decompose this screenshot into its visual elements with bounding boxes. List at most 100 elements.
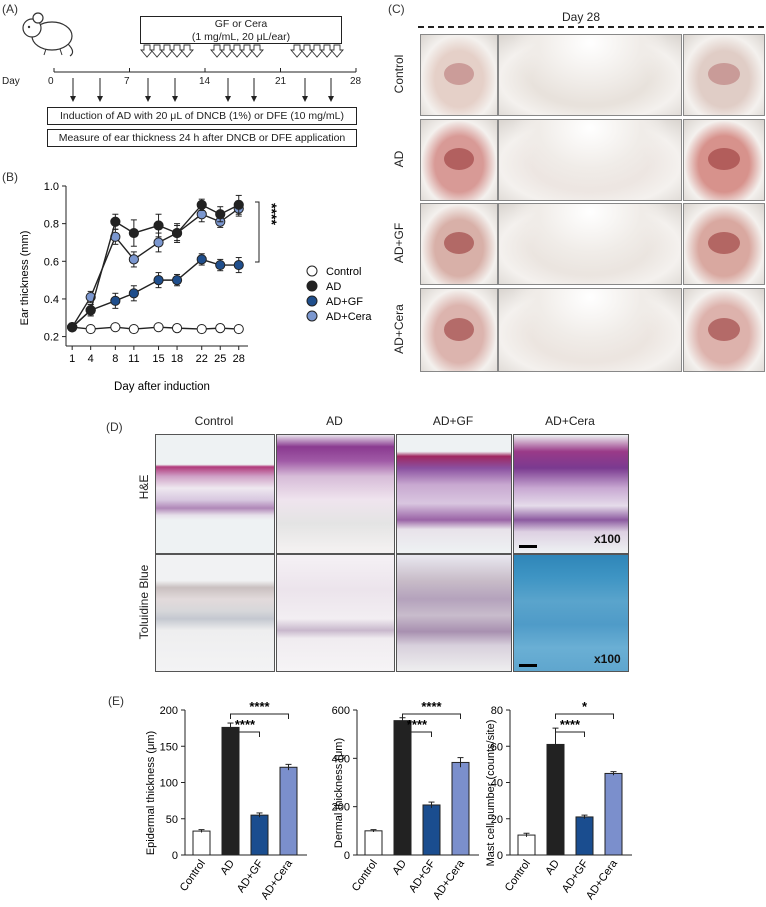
panel-label-c: (C) <box>388 2 405 16</box>
series-line-ad-gf <box>71 258 239 328</box>
data-point-ad-cera <box>196 209 207 220</box>
bar2-bracket-label-0: **** <box>407 717 428 732</box>
induction-arrowhead-4 <box>225 96 231 102</box>
histo-col-ad-gf: AD+GF <box>432 414 474 428</box>
line-chart-xtick-label-3: 11 <box>128 353 139 365</box>
photo-title-divider <box>418 26 764 28</box>
bar2-bracket-label-1: **** <box>421 699 442 714</box>
panel-label-e: (E) <box>108 694 124 708</box>
treatment-arrow-11 <box>300 44 314 58</box>
bar2-ad-cera <box>451 761 470 856</box>
bar1-bracket-label-0: **** <box>235 717 256 732</box>
data-point-control <box>128 323 139 335</box>
bar2-ad <box>393 720 412 856</box>
timeline-day-0: 0 <box>48 76 54 87</box>
data-point-ad-gf <box>153 275 164 286</box>
data-point-ad <box>171 227 183 239</box>
mouse-icon <box>22 12 74 57</box>
data-point-control <box>215 323 226 334</box>
treatment-box: GF or Cera (1 mg/mL, 20 μL/ear) <box>140 16 342 44</box>
bar1-bracket-label-1: **** <box>249 699 270 714</box>
treatment-arrow-4 <box>180 44 194 58</box>
induction-arrowhead-5 <box>251 96 257 102</box>
data-point-ad <box>153 220 164 231</box>
treatment-arrow-2 <box>160 44 174 58</box>
line-chart-xtick-label-0: 1 <box>69 353 75 365</box>
data-point-ad <box>110 216 121 227</box>
line-chart-xtick-label-7: 25 <box>214 353 226 365</box>
toluidine-image-3 <box>513 554 629 672</box>
ear-canal-shape <box>708 232 740 255</box>
data-point-ad-gf <box>233 259 244 271</box>
he-image-3 <box>513 434 629 554</box>
bar3-bracket-label-1: * <box>582 699 588 714</box>
toluidine-image-0 <box>155 554 275 672</box>
legend-label-control: Control <box>326 266 361 278</box>
induction-arrowhead-2 <box>145 96 151 102</box>
line-chart-significance: **** <box>264 203 280 225</box>
line-chart-xtick-label-8: 28 <box>233 353 245 365</box>
data-point-ad <box>128 227 139 239</box>
timeline-day-14: 14 <box>199 76 211 87</box>
legend-label-ad-cera: AD+Cera <box>326 311 372 323</box>
timeline-day-label: Day <box>2 76 20 87</box>
bar2-ytick-label-2: 400 <box>332 753 350 765</box>
line-chart-ytick-label-3: 0.8 <box>44 219 59 231</box>
bar2-ytick-label-1: 200 <box>332 802 350 814</box>
induction-arrowhead-1 <box>97 96 103 102</box>
bar1-bracket-1 <box>230 713 289 719</box>
bar3-ad-gf <box>575 816 594 856</box>
data-point-ad-cera <box>128 254 139 265</box>
data-point-control <box>85 323 96 335</box>
bar1-xtick-label-0: Control <box>178 858 208 894</box>
photo-row-label-3: AD+Cera <box>392 304 406 354</box>
legend-marker-0 <box>306 265 318 277</box>
panel-label-a: (A) <box>2 2 18 16</box>
bar1-ytick-label-2: 100 <box>160 778 178 790</box>
line-chart-ytick-label-2: 0.6 <box>44 256 59 268</box>
ear-photo-3-1 <box>498 288 682 372</box>
he-image-2 <box>396 434 512 554</box>
data-point-control <box>233 323 244 335</box>
treatment-arrow-9 <box>250 44 264 58</box>
bar1-ytick-label-3: 150 <box>160 741 178 753</box>
bar3-ytick-label-1: 20 <box>491 814 503 826</box>
bar3-bracket-label-0: **** <box>560 717 581 732</box>
timeline-day-21: 21 <box>275 76 287 87</box>
significance-bracket <box>255 201 260 263</box>
bar3-xtick-label-2: AD+GF <box>560 858 591 895</box>
ear-thickness-chart: Ear thickness (mm) Day after induction *… <box>19 181 372 393</box>
timeline-day-7: 7 <box>124 76 130 87</box>
bar2-bracket-1 <box>402 713 461 719</box>
bar3-xtick-label-0: Control <box>503 858 533 894</box>
bar1-ad <box>221 726 240 856</box>
panel-label-d: (D) <box>106 420 123 434</box>
legend-label-ad-gf: AD+GF <box>326 296 363 308</box>
line-chart-xlabel: Day after induction <box>114 381 210 393</box>
data-point-ad <box>233 199 244 210</box>
line-chart-ytick-label-1: 0.4 <box>44 294 59 306</box>
ear-photo-3-0 <box>420 288 498 372</box>
photo-row-label-0: Control <box>392 54 406 94</box>
induction-arrowhead-3 <box>172 96 178 102</box>
ear-photo-1-2 <box>683 119 765 201</box>
legend-marker-1 <box>306 280 318 292</box>
treatment-arrow-10 <box>290 44 304 58</box>
ear-canal-shape <box>443 148 475 171</box>
line-chart-ytick-label-0: 0.2 <box>44 332 59 344</box>
data-point-ad-gf <box>171 275 183 286</box>
bar3-ytick-label-3: 60 <box>491 741 503 753</box>
line-chart-xtick-label-6: 22 <box>196 353 208 365</box>
ear-canal-shape <box>443 317 475 341</box>
epidermal-thickness-chart: Epidermal thickness (μm) 0 50 100 150 200 Con… <box>145 699 307 902</box>
treatment-arrow-6 <box>220 44 234 58</box>
bar3-bracket-0 <box>555 731 585 737</box>
treatment-line1: GF or Cera <box>214 18 268 30</box>
treatment-arrow-13 <box>320 44 334 58</box>
ear-photo-0-0 <box>420 34 498 116</box>
bar3-bracket-1 <box>555 713 614 719</box>
magnification-tb: x100 <box>594 652 621 666</box>
bar1-ad-gf <box>250 814 269 856</box>
ear-photo-2-2 <box>683 203 765 285</box>
bar3-ytick-label-0: 0 <box>497 850 503 862</box>
